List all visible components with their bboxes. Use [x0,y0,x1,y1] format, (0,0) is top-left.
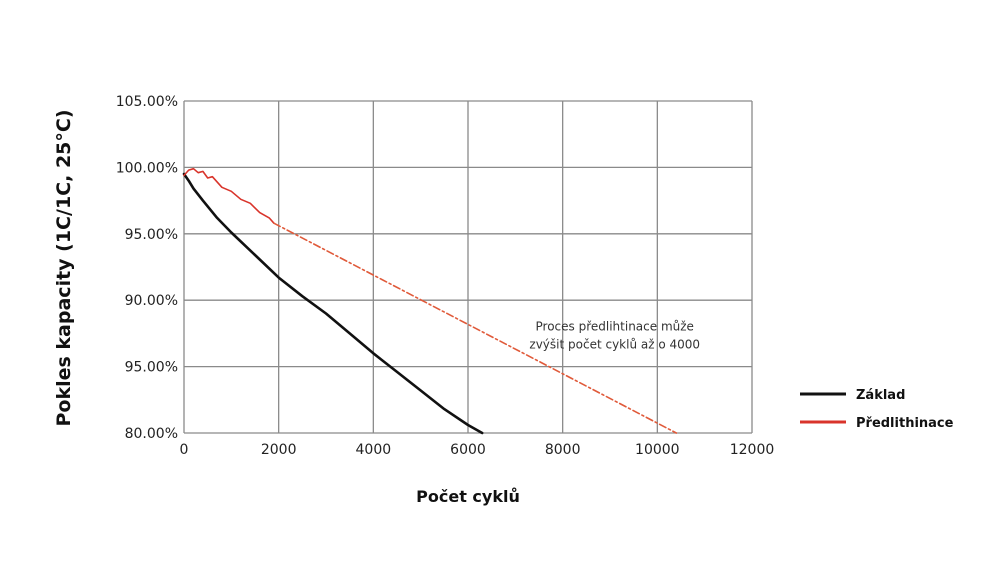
legend: Základ Předlithinace [800,388,954,431]
series-layer [182,167,678,435]
y-axis-title: Pokles kapacity (1C/1C, 25°C) [53,109,75,426]
y-tick-label: 100.00% [116,160,178,176]
x-tick-label: 0 [180,442,189,458]
series-line-1 [183,167,275,224]
x-tick-label: 12000 [730,442,775,458]
annotation-line-2: zvýšit počet cyklů až o 4000 [529,338,700,352]
annotation-line-1: Proces předlihtinace může [536,320,694,334]
grid [183,100,753,434]
x-tick-label: 10000 [635,442,680,458]
y-tick-label: 90.00% [125,293,178,309]
y-tick-label: 80.00% [125,426,178,442]
x-tick-label: 4000 [356,442,392,458]
legend-label-predlithinace: Předlithinace [856,416,954,431]
y-tick-label: 95.00% [125,360,178,376]
y-tick-label: 105.00% [116,94,178,110]
series-line-2 [273,222,678,434]
series-line-0 [182,172,484,435]
x-tick-label: 8000 [545,442,581,458]
x-tick-label: 6000 [450,442,486,458]
y-tick-label: 95.00% [125,227,178,243]
x-tick-label: 2000 [261,442,297,458]
legend-label-zaklad: Základ [856,388,905,403]
tick-labels: 0 2000 4000 6000 8000 10000 12000 80.00% 95.00% 9… [116,94,775,458]
x-axis-title: Počet cyklů [416,487,520,506]
